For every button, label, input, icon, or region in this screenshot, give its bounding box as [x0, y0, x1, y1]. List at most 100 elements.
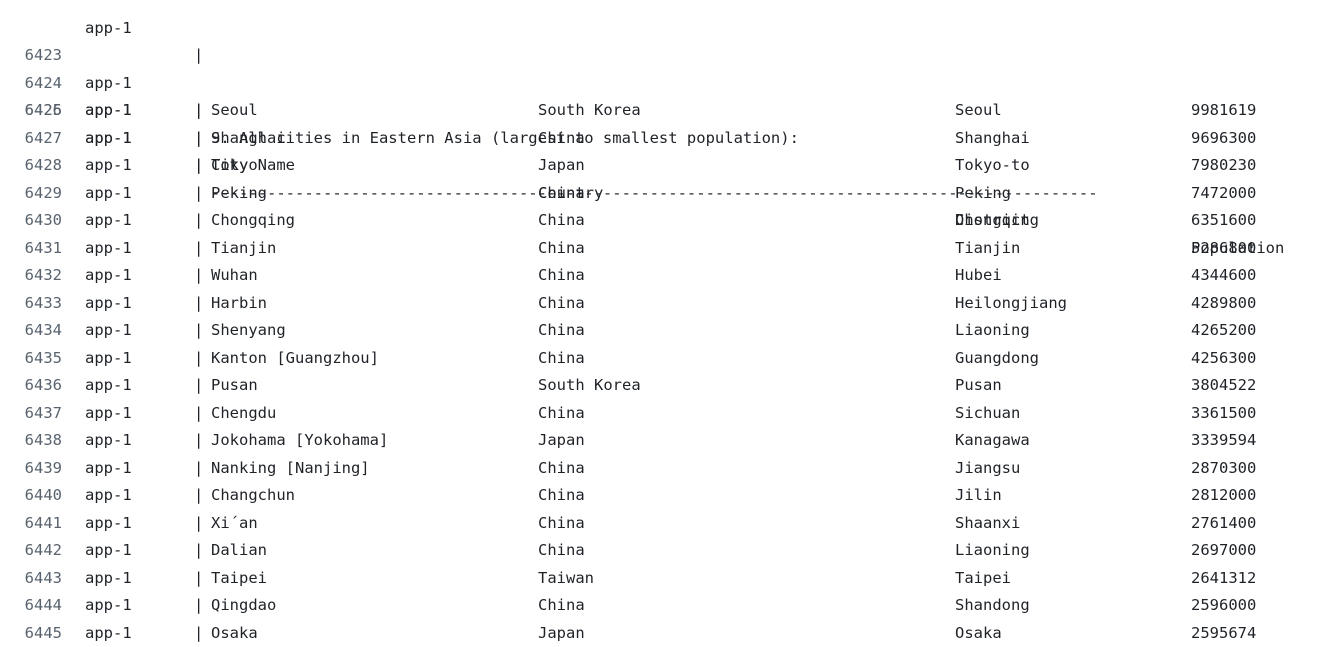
service-name: app-1: [85, 427, 132, 455]
population-cell: 2761400: [1191, 510, 1256, 538]
line-number: 6445: [0, 620, 62, 647]
country-cell: China: [538, 235, 585, 263]
district-cell: Liaoning: [955, 317, 1030, 345]
country-cell: Japan: [538, 152, 585, 180]
population-cell: 2697000: [1191, 537, 1256, 565]
district-cell: Shanghai: [955, 125, 1030, 153]
population-cell: 7472000: [1191, 180, 1256, 208]
line-number: 6429: [0, 180, 62, 208]
city-name-cell: Chongqing: [211, 207, 295, 235]
line-number: 6428: [0, 152, 62, 180]
line-number: 6435: [0, 345, 62, 373]
line-number: 6426: [0, 97, 62, 125]
log-line-separator: 6425 app-1 | ---------------------------…: [0, 70, 1325, 98]
line-number: 6431: [0, 235, 62, 263]
city-name-cell: Tokyo: [211, 152, 258, 180]
population-cell: 4256300: [1191, 345, 1256, 373]
line-number: 6436: [0, 372, 62, 400]
service-name: app-1: [85, 262, 132, 290]
population-cell: 9981619: [1191, 97, 1256, 125]
pipe-separator: |: [194, 372, 203, 400]
population-cell: 4289800: [1191, 290, 1256, 318]
district-cell: Seoul: [955, 97, 1002, 125]
city-name-cell: Peking: [211, 180, 267, 208]
line-number: 6434: [0, 317, 62, 345]
city-name-cell: Wuhan: [211, 262, 258, 290]
service-name: app-1: [85, 345, 132, 373]
city-name-cell: Harbin: [211, 290, 267, 318]
population-cell: 2596000: [1191, 592, 1256, 620]
district-cell: Guangdong: [955, 345, 1039, 373]
pipe-separator: |: [194, 565, 203, 593]
district-cell: Shandong: [955, 592, 1030, 620]
city-name-cell: Seoul: [211, 97, 258, 125]
pipe-separator: |: [194, 400, 203, 428]
line-number: 6441: [0, 510, 62, 538]
city-name-cell: Osaka: [211, 620, 258, 647]
pipe-separator: |: [194, 97, 203, 125]
district-cell: Jiangsu: [955, 455, 1020, 483]
city-name-cell: Shenyang: [211, 317, 286, 345]
city-name-cell: Kanton [Guangzhou]: [211, 345, 379, 373]
pipe-separator: |: [194, 262, 203, 290]
service-name: app-1: [85, 537, 132, 565]
country-cell: China: [538, 537, 585, 565]
pipe-separator: |: [194, 290, 203, 318]
city-name-cell: Tianjin: [211, 235, 276, 263]
district-cell: Hubei: [955, 262, 1002, 290]
service-name: app-1: [85, 565, 132, 593]
pipe-separator: |: [194, 427, 203, 455]
service-name: app-1: [85, 125, 132, 153]
line-number: 6442: [0, 537, 62, 565]
district-cell: Tokyo-to: [955, 152, 1030, 180]
service-name: app-1: [85, 592, 132, 620]
district-cell: Chongqing: [955, 207, 1039, 235]
country-cell: Japan: [538, 620, 585, 647]
population-cell: 9696300: [1191, 125, 1256, 153]
pipe-separator: |: [194, 510, 203, 538]
service-name: app-1: [85, 620, 132, 647]
country-cell: China: [538, 455, 585, 483]
district-cell: Heilongjiang: [955, 290, 1067, 318]
population-cell: 5286800: [1191, 235, 1256, 263]
line-number: 6427: [0, 125, 62, 153]
pipe-separator: |: [194, 317, 203, 345]
line-number: 6439: [0, 455, 62, 483]
population-cell: 2641312: [1191, 565, 1256, 593]
service-name: app-1: [85, 510, 132, 538]
city-name-cell: Nanking [Nanjing]: [211, 455, 370, 483]
population-cell: 3339594: [1191, 427, 1256, 455]
service-name: app-1: [85, 372, 132, 400]
population-cell: 2870300: [1191, 455, 1256, 483]
country-cell: Japan: [538, 427, 585, 455]
population-cell: 4344600: [1191, 262, 1256, 290]
district-cell: Shaanxi: [955, 510, 1020, 538]
service-name: app-1: [85, 482, 132, 510]
line-number: 6430: [0, 207, 62, 235]
city-name-cell: Xi´an: [211, 510, 258, 538]
country-cell: Taiwan: [538, 565, 594, 593]
country-cell: China: [538, 207, 585, 235]
country-cell: China: [538, 592, 585, 620]
city-name-cell: Jokohama [Yokohama]: [211, 427, 388, 455]
country-cell: China: [538, 180, 585, 208]
district-cell: Jilin: [955, 482, 1002, 510]
district-cell: Taipei: [955, 565, 1011, 593]
country-cell: China: [538, 125, 585, 153]
line-number: 6444: [0, 592, 62, 620]
country-cell: China: [538, 345, 585, 373]
service-name: app-1: [85, 207, 132, 235]
service-name: app-1: [85, 180, 132, 208]
line-number: 6433: [0, 290, 62, 318]
